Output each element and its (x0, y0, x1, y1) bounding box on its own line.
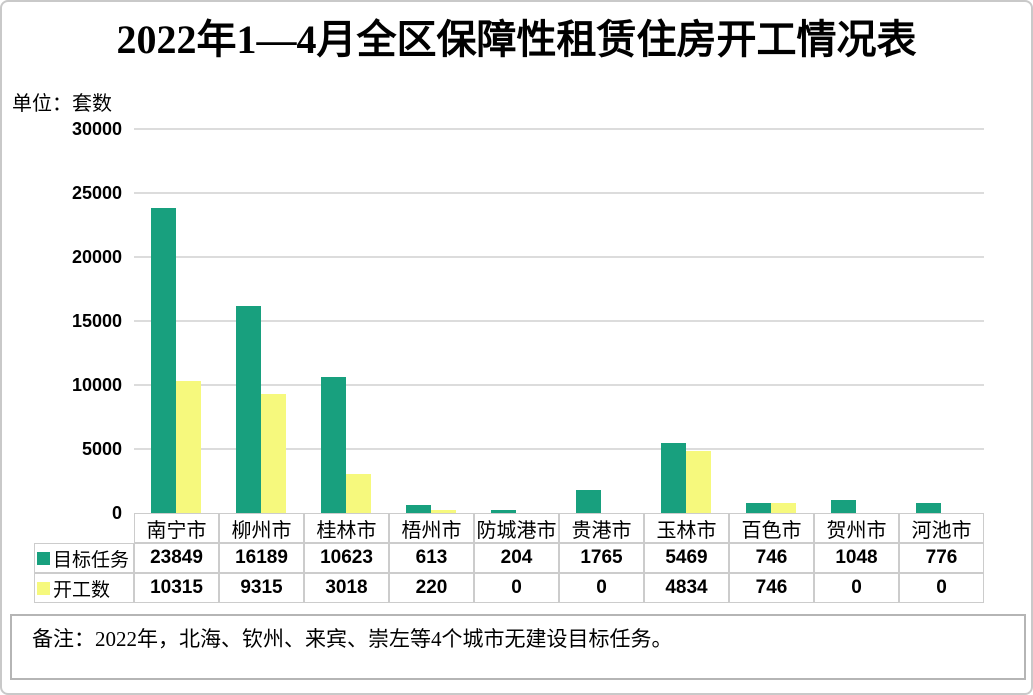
table-cell-city: 梧州市 (389, 513, 474, 543)
table-cell-value: 10315 (134, 573, 219, 603)
gridline (134, 128, 984, 130)
note-text: 备注：2022年，北海、钦州、来宾、崇左等4个城市无建设目标任务。 (32, 627, 673, 651)
bar-目标任务-贵港市 (576, 490, 601, 513)
note-box: 备注：2022年，北海、钦州、来宾、崇左等4个城市无建设目标任务。 (10, 614, 1026, 680)
bar-开工数-桂林市 (346, 474, 371, 513)
bar-目标任务-柳州市 (236, 306, 261, 513)
bar-开工数-南宁市 (176, 381, 201, 513)
legend-swatch-icon (37, 551, 50, 565)
unit-label: 单位：套数 (12, 93, 112, 115)
table-cell-value: 10623 (304, 543, 389, 573)
y-axis-tick-label: 0 (111, 503, 122, 523)
chart-area: 0 5000 10000 15000 20000 25000 30000 (2, 119, 984, 523)
plot-area (134, 128, 984, 513)
legend-cell-目标任务: 目标任务 (34, 543, 134, 573)
bar-目标任务-百色市 (746, 503, 771, 513)
legend-swatch-icon (37, 581, 50, 595)
y-axis-tick-label: 5000 (81, 439, 122, 459)
table-corner-cell (34, 513, 134, 543)
table-cell-value: 0 (559, 573, 644, 603)
bar-目标任务-南宁市 (151, 208, 176, 513)
table-cell-value: 204 (474, 543, 559, 573)
table-cell-value: 613 (389, 543, 474, 573)
table-cell-value: 776 (899, 543, 984, 573)
y-axis-tick-label: 30000 (71, 119, 122, 139)
table-cell-value: 746 (729, 573, 814, 603)
y-axis-tick-label: 25000 (71, 183, 122, 203)
gridline (134, 256, 984, 258)
table-cell-value: 0 (814, 573, 899, 603)
legend-label: 目标任务 (53, 549, 130, 571)
table-cell-city: 贺州市 (814, 513, 899, 543)
gridline (134, 320, 984, 322)
data-table: 南宁市 柳州市 桂林市 梧州市 防城港市 贵港市 玉林市 百色市 贺州市 河池市目标任务 23849… (34, 513, 984, 603)
table-cell-value: 746 (729, 543, 814, 573)
bar-开工数-百色市 (771, 503, 796, 513)
gridline (134, 384, 984, 386)
table-cell-value: 1048 (814, 543, 899, 573)
bar-目标任务-梧州市 (406, 505, 431, 513)
y-axis-tick-label: 10000 (71, 375, 122, 395)
table-cell-value: 3018 (304, 573, 389, 603)
bar-开工数-柳州市 (261, 394, 286, 513)
legend-cell-开工数: 开工数 (34, 573, 134, 603)
table-cell-value: 5469 (644, 543, 729, 573)
table-cell-city: 防城港市 (474, 513, 559, 543)
bar-目标任务-玉林市 (661, 443, 686, 513)
table-cell-city: 桂林市 (304, 513, 389, 543)
table-cell-city: 贵港市 (559, 513, 644, 543)
table-cell-value: 1765 (559, 543, 644, 573)
table-cell-value: 0 (899, 573, 984, 603)
bar-目标任务-防城港市 (491, 510, 516, 513)
chart-title: 2022年1—4月全区保障性租赁住房开工情况表 (116, 17, 917, 62)
table-cell-value: 220 (389, 573, 474, 603)
bar-目标任务-河池市 (916, 503, 941, 513)
legend-label: 开工数 (53, 579, 111, 601)
table-cell-value: 9315 (219, 573, 304, 603)
bar-目标任务-桂林市 (321, 377, 346, 513)
table-cell-value: 0 (474, 573, 559, 603)
gridline (134, 192, 984, 194)
table-cell-value: 4834 (644, 573, 729, 603)
y-axis-tick-label: 20000 (71, 247, 122, 267)
gridline (134, 448, 984, 450)
bar-目标任务-贺州市 (831, 500, 856, 513)
bar-开工数-玉林市 (686, 451, 711, 513)
y-axis-labels: 0 5000 10000 15000 20000 25000 30000 (2, 119, 122, 523)
table-cell-value: 16189 (219, 543, 304, 573)
table-cell-city: 河池市 (899, 513, 984, 543)
table-cell-value: 23849 (134, 543, 219, 573)
y-axis-tick-label: 15000 (71, 311, 122, 331)
table-cell-city: 百色市 (729, 513, 814, 543)
table-cell-city: 玉林市 (644, 513, 729, 543)
table-cell-city: 柳州市 (219, 513, 304, 543)
table-cell-city: 南宁市 (134, 513, 219, 543)
bar-开工数-梧州市 (431, 510, 456, 513)
